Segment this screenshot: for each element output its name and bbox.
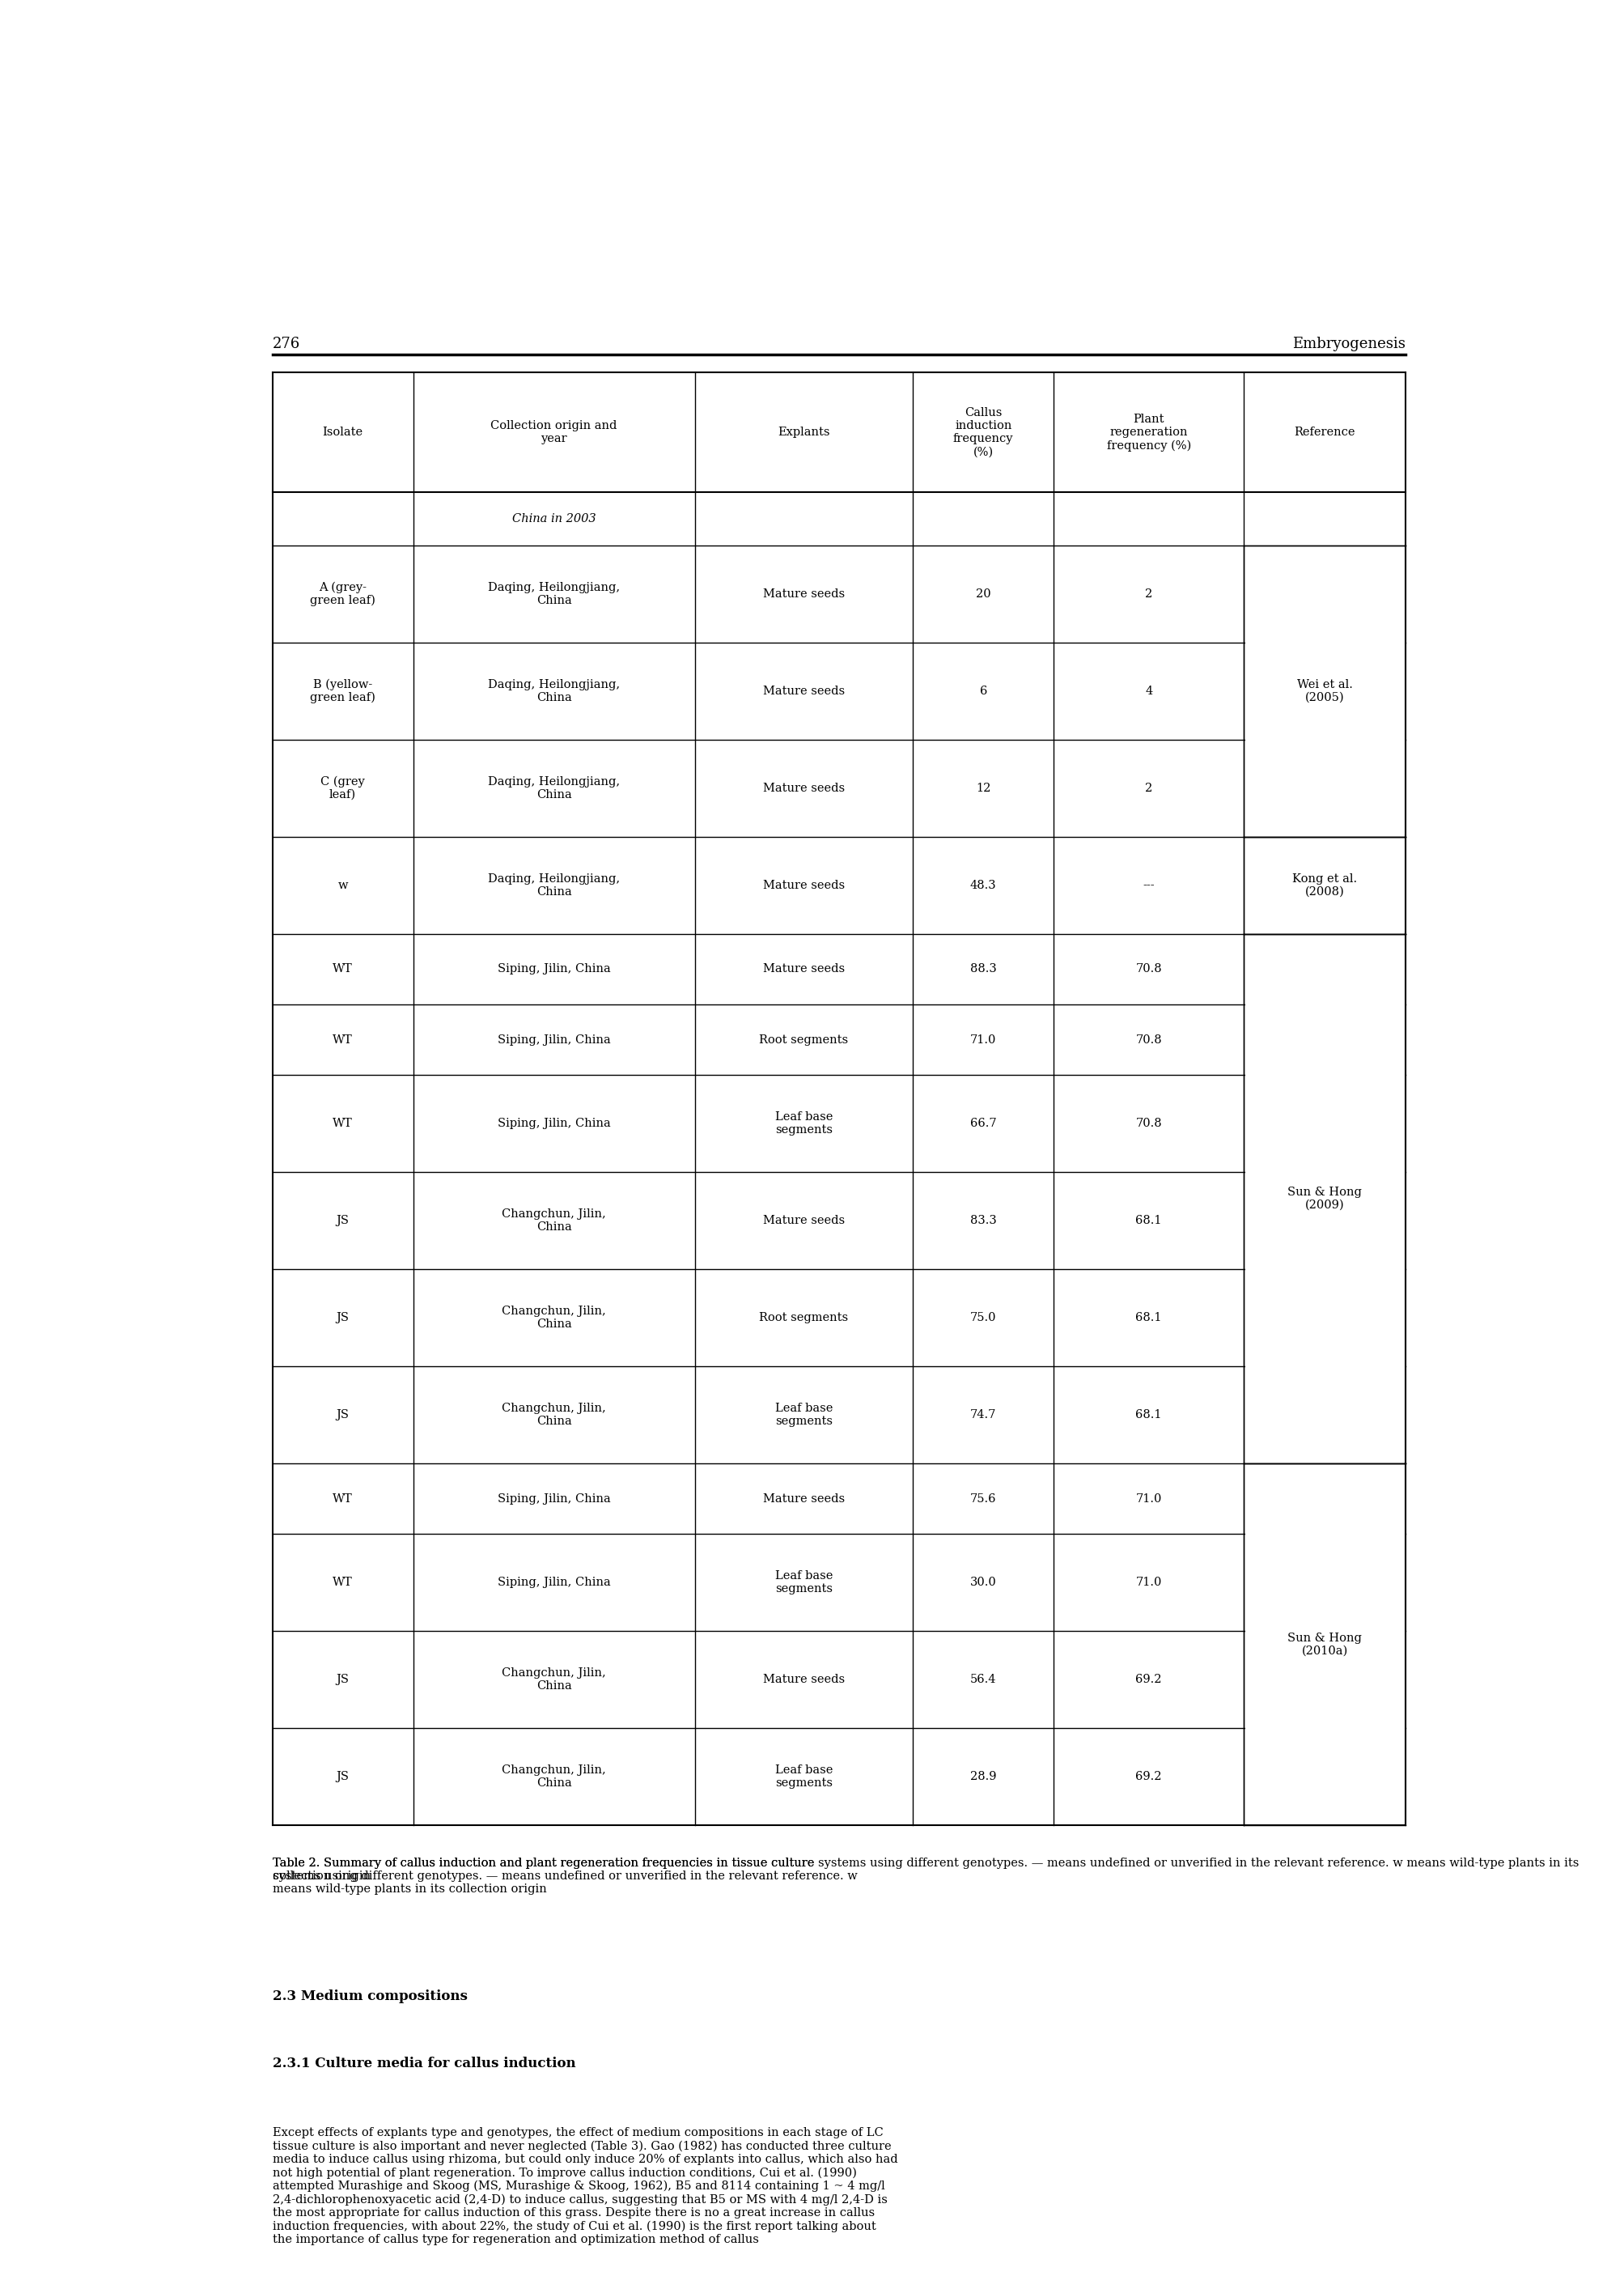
Text: 68.1: 68.1 bbox=[1135, 1312, 1161, 1323]
Text: 12: 12 bbox=[976, 782, 991, 793]
Text: Siping, Jilin, China: Siping, Jilin, China bbox=[497, 1493, 611, 1504]
Text: Embryogenesis: Embryogenesis bbox=[1291, 337, 1405, 351]
Text: Callus
induction
frequency
(%): Callus induction frequency (%) bbox=[953, 406, 1013, 459]
Text: 71.0: 71.0 bbox=[970, 1034, 996, 1046]
Text: 75.0: 75.0 bbox=[970, 1312, 996, 1323]
Text: WT: WT bbox=[333, 1034, 352, 1046]
Text: Wei et al.
(2005): Wei et al. (2005) bbox=[1296, 679, 1351, 704]
Text: 20: 20 bbox=[976, 589, 991, 598]
Text: 70.8: 70.8 bbox=[1135, 1119, 1161, 1128]
Text: Leaf base
segments: Leaf base segments bbox=[775, 1403, 831, 1426]
Text: Reference: Reference bbox=[1294, 426, 1354, 438]
Text: China in 2003: China in 2003 bbox=[512, 514, 596, 525]
Bar bbox=[1244, 1465, 1403, 1823]
Text: Changchun, Jilin,
China: Changchun, Jilin, China bbox=[502, 1305, 606, 1330]
Text: JS: JS bbox=[336, 1410, 349, 1422]
Text: JS: JS bbox=[336, 1770, 349, 1782]
Text: Leaf base
segments: Leaf base segments bbox=[775, 1571, 831, 1596]
Text: 48.3: 48.3 bbox=[970, 881, 996, 892]
Text: 70.8: 70.8 bbox=[1135, 963, 1161, 975]
Text: Changchun, Jilin,
China: Changchun, Jilin, China bbox=[502, 1208, 606, 1234]
Text: Mature seeds: Mature seeds bbox=[763, 1674, 844, 1685]
Text: JS: JS bbox=[336, 1674, 349, 1685]
Text: Leaf base
segments: Leaf base segments bbox=[775, 1766, 831, 1789]
Text: Siping, Jilin, China: Siping, Jilin, China bbox=[497, 1578, 611, 1589]
Text: 66.7: 66.7 bbox=[970, 1119, 996, 1128]
Text: 88.3: 88.3 bbox=[970, 963, 996, 975]
Text: 83.3: 83.3 bbox=[970, 1215, 996, 1227]
Text: Sun & Hong
(2009): Sun & Hong (2009) bbox=[1286, 1185, 1361, 1211]
Text: ---: --- bbox=[1142, 881, 1155, 892]
Text: 2: 2 bbox=[1145, 782, 1151, 793]
Text: 276: 276 bbox=[273, 337, 300, 351]
Text: Table 2. Summary of callus induction and plant regeneration frequencies in tissu: Table 2. Summary of callus induction and… bbox=[273, 1857, 857, 1894]
Text: C (grey
leaf): C (grey leaf) bbox=[320, 775, 365, 800]
Text: JS: JS bbox=[336, 1215, 349, 1227]
Text: Daqing, Heilongjiang,
China: Daqing, Heilongjiang, China bbox=[487, 874, 620, 897]
Text: Mature seeds: Mature seeds bbox=[763, 963, 844, 975]
Text: 74.7: 74.7 bbox=[970, 1410, 996, 1422]
Text: Daqing, Heilongjiang,
China: Daqing, Heilongjiang, China bbox=[487, 679, 620, 704]
Text: WT: WT bbox=[333, 1493, 352, 1504]
Text: Siping, Jilin, China: Siping, Jilin, China bbox=[497, 1034, 611, 1046]
Text: B (yellow-
green leaf): B (yellow- green leaf) bbox=[310, 679, 375, 704]
Text: Daqing, Heilongjiang,
China: Daqing, Heilongjiang, China bbox=[487, 775, 620, 800]
Text: 2.3 Medium compositions: 2.3 Medium compositions bbox=[273, 1990, 468, 2004]
Text: Mature seeds: Mature seeds bbox=[763, 782, 844, 793]
Text: Mature seeds: Mature seeds bbox=[763, 686, 844, 697]
Text: 70.8: 70.8 bbox=[1135, 1034, 1161, 1046]
Text: Mature seeds: Mature seeds bbox=[763, 881, 844, 892]
Text: 69.2: 69.2 bbox=[1135, 1674, 1161, 1685]
Text: Mature seeds: Mature seeds bbox=[763, 1493, 844, 1504]
Text: WT: WT bbox=[333, 963, 352, 975]
Text: Explants: Explants bbox=[778, 426, 830, 438]
Text: Changchun, Jilin,
China: Changchun, Jilin, China bbox=[502, 1403, 606, 1426]
Text: WT: WT bbox=[333, 1119, 352, 1128]
Text: 69.2: 69.2 bbox=[1135, 1770, 1161, 1782]
Text: Isolate: Isolate bbox=[322, 426, 362, 438]
Text: Siping, Jilin, China: Siping, Jilin, China bbox=[497, 1119, 611, 1128]
Text: Root segments: Root segments bbox=[758, 1312, 848, 1323]
Text: Mature seeds: Mature seeds bbox=[763, 589, 844, 598]
Text: Changchun, Jilin,
China: Changchun, Jilin, China bbox=[502, 1667, 606, 1692]
Text: 4: 4 bbox=[1145, 686, 1151, 697]
Text: 68.1: 68.1 bbox=[1135, 1410, 1161, 1422]
Text: Plant
regeneration
frequency (%): Plant regeneration frequency (%) bbox=[1106, 413, 1190, 452]
Text: 6: 6 bbox=[979, 686, 987, 697]
Text: Siping, Jilin, China: Siping, Jilin, China bbox=[497, 963, 611, 975]
Text: Mature seeds: Mature seeds bbox=[763, 1215, 844, 1227]
Text: 56.4: 56.4 bbox=[970, 1674, 996, 1685]
Text: Daqing, Heilongjiang,
China: Daqing, Heilongjiang, China bbox=[487, 582, 620, 605]
Text: A (grey-
green leaf): A (grey- green leaf) bbox=[310, 582, 375, 605]
Text: Root segments: Root segments bbox=[758, 1034, 848, 1046]
Bar bbox=[1244, 936, 1403, 1461]
Text: Collection origin and
year: Collection origin and year bbox=[490, 420, 617, 445]
Text: Kong et al.
(2008): Kong et al. (2008) bbox=[1291, 874, 1356, 897]
Text: WT: WT bbox=[333, 1578, 352, 1589]
Text: 75.6: 75.6 bbox=[970, 1493, 996, 1504]
Text: JS: JS bbox=[336, 1312, 349, 1323]
Text: Leaf base
segments: Leaf base segments bbox=[775, 1112, 831, 1135]
Text: 2: 2 bbox=[1145, 589, 1151, 598]
Text: w: w bbox=[338, 881, 348, 892]
Text: 68.1: 68.1 bbox=[1135, 1215, 1161, 1227]
Text: 71.0: 71.0 bbox=[1135, 1493, 1161, 1504]
Text: Table 2. Summary of callus induction and plant regeneration frequencies in tissu: Table 2. Summary of callus induction and… bbox=[273, 1857, 1579, 1883]
Text: 28.9: 28.9 bbox=[970, 1770, 996, 1782]
Text: 71.0: 71.0 bbox=[1135, 1578, 1161, 1589]
Text: Changchun, Jilin,
China: Changchun, Jilin, China bbox=[502, 1766, 606, 1789]
Bar bbox=[1244, 839, 1403, 931]
Text: Except effects of explants type and genotypes, the effect of medium compositions: Except effects of explants type and geno… bbox=[273, 2128, 896, 2245]
Bar bbox=[1244, 548, 1403, 835]
Text: Sun & Hong
(2010a): Sun & Hong (2010a) bbox=[1286, 1633, 1361, 1656]
Text: 30.0: 30.0 bbox=[970, 1578, 996, 1589]
Text: 2.3.1 Culture media for callus induction: 2.3.1 Culture media for callus induction bbox=[273, 2057, 575, 2071]
